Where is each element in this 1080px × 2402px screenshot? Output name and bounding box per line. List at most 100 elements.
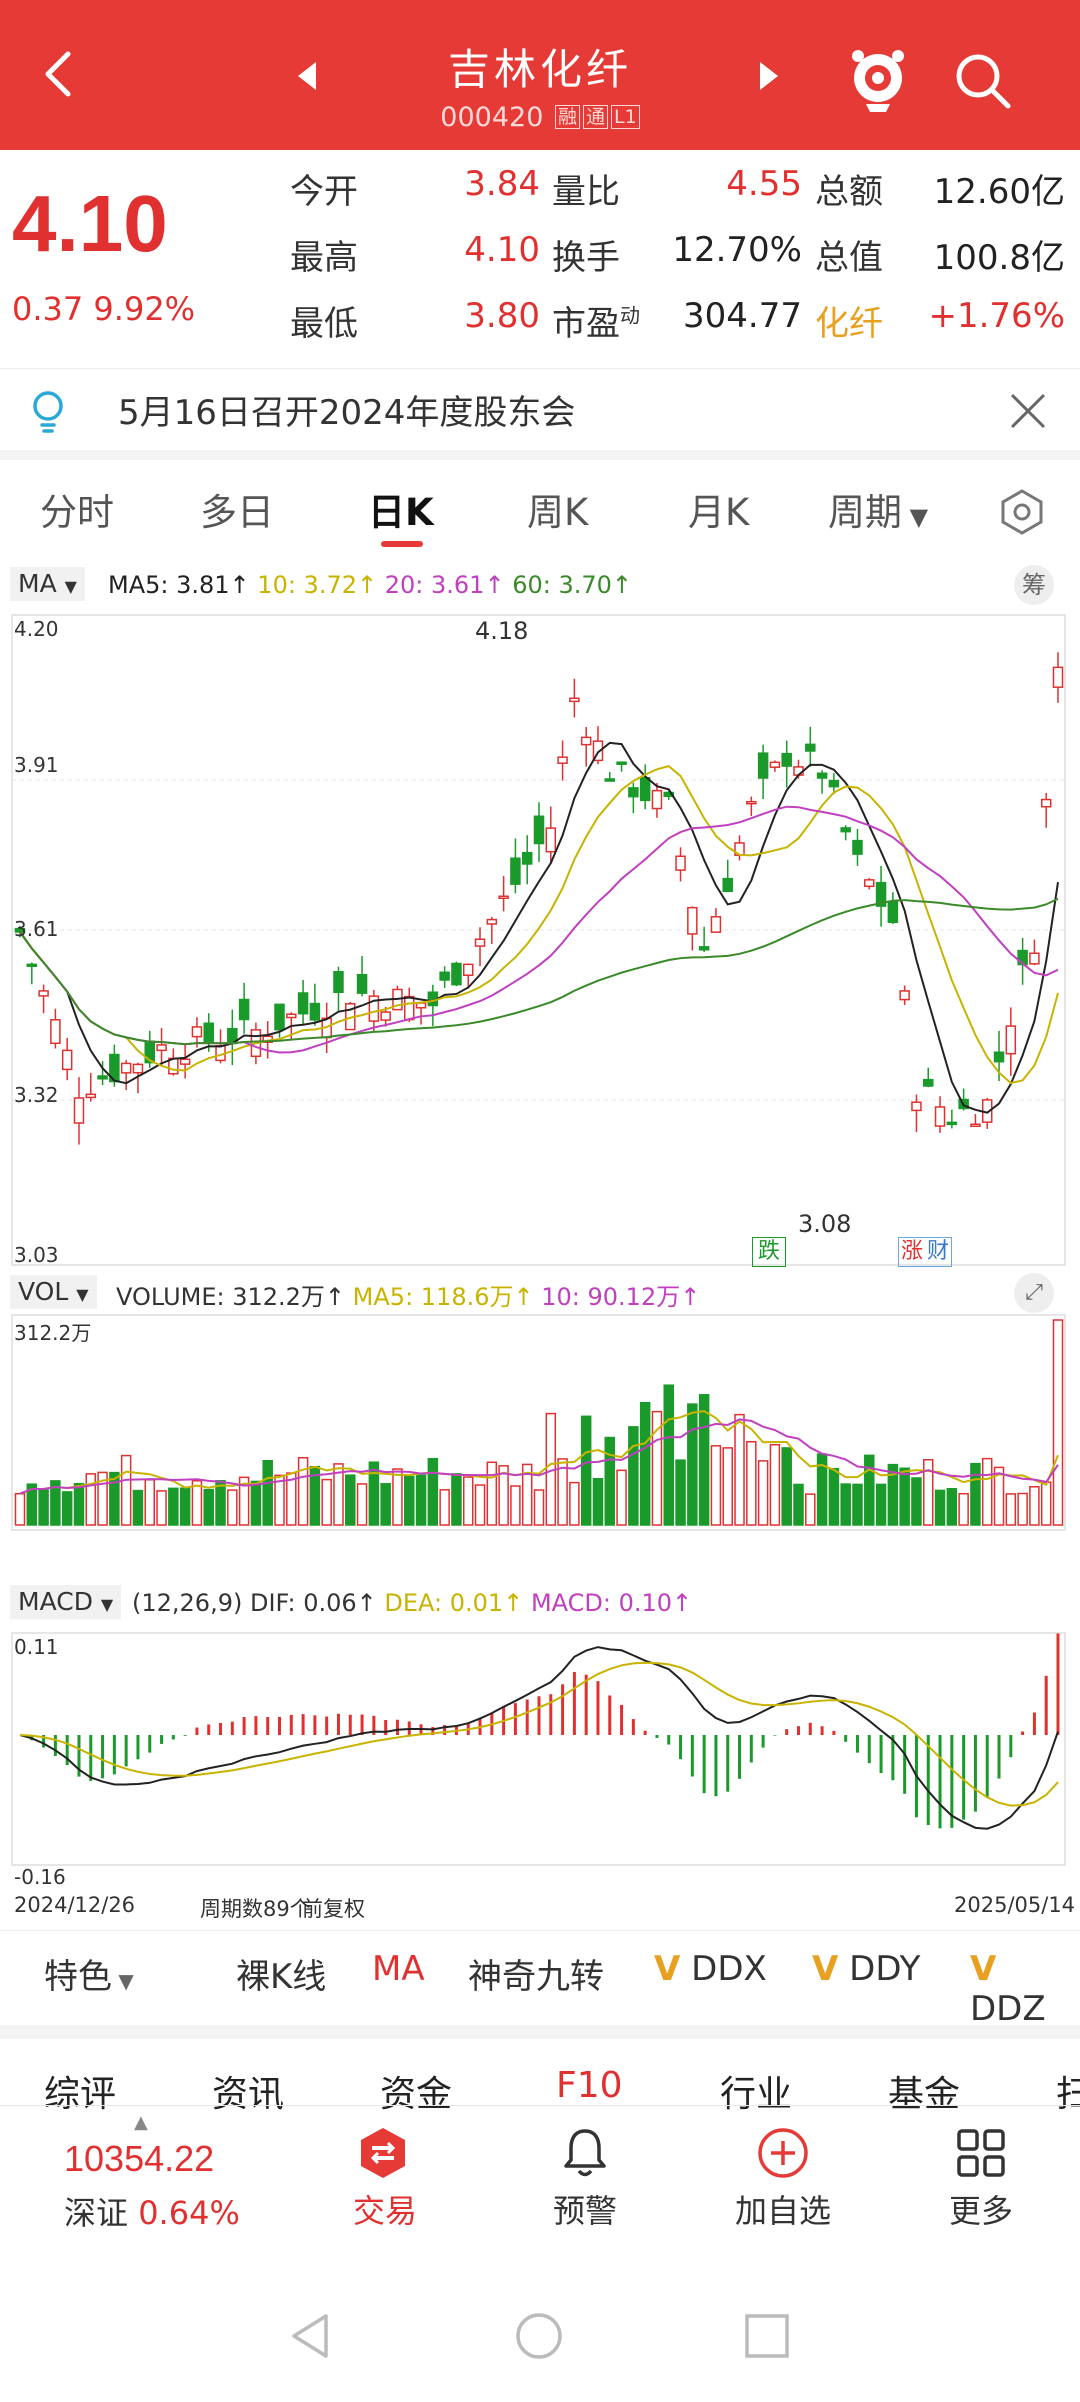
volume-bar [521, 1463, 533, 1526]
tab-weekly-k[interactable]: 周K [527, 491, 589, 534]
tab-f10[interactable]: F10 [556, 2065, 623, 2106]
ddx-toggle[interactable]: V DDX [654, 1949, 767, 1989]
ddz-toggle[interactable]: V DDZ [970, 1949, 1046, 2029]
index-change[interactable]: 深证 0.64% [64, 2194, 240, 2232]
tab-overview[interactable]: 综评 [44, 2074, 117, 2115]
candle-body [486, 918, 498, 925]
index-value[interactable]: 10354.22 [64, 2138, 215, 2179]
volume-legend: VOLUME: 312.2万↑ [116, 1283, 346, 1311]
grid-more-icon[interactable] [956, 2128, 1006, 2178]
ma20-legend: 20: 3.61↑ [384, 571, 505, 599]
ma-selector[interactable]: MA ▼ [10, 567, 85, 601]
ma10-legend: 10: 3.72↑ [257, 571, 378, 599]
change-amount: 0.37 [12, 290, 84, 328]
volume-bar [238, 1476, 250, 1526]
fall-badge[interactable]: 跌 [752, 1237, 786, 1267]
next-stock-icon[interactable] [760, 62, 778, 90]
volume-bar [1017, 1492, 1028, 1526]
candle-body [864, 879, 875, 888]
tab-multiday[interactable]: 多日 [200, 491, 274, 534]
adjust-mode[interactable]: 前复权 [302, 1897, 365, 1921]
naked-k-toggle[interactable]: 裸K线 [236, 1957, 327, 1997]
volume-bar [946, 1488, 958, 1526]
sector-change: +1.76% [928, 296, 1066, 336]
candle-body [1040, 798, 1052, 808]
candle-body [132, 1063, 144, 1074]
volume-bar [734, 1413, 745, 1526]
nav-more-label[interactable]: 更多 [948, 2192, 1013, 2230]
system-recents-icon[interactable] [742, 2311, 792, 2361]
candle-body [663, 791, 674, 798]
dif-legend: DIF: 0.06↑ [249, 1589, 377, 1617]
mascot-icon[interactable] [848, 46, 908, 114]
tab-news[interactable]: 资讯 [212, 2074, 285, 2115]
special-dropdown[interactable]: 特色 ▼ [44, 1957, 134, 1997]
candle-body [380, 1011, 391, 1021]
candle-body [474, 938, 486, 947]
volume-bar [227, 1489, 238, 1526]
nav-watchlist-label[interactable]: 加自选 [734, 2192, 831, 2230]
candle-body [639, 776, 651, 802]
candle-body [510, 857, 521, 885]
macd-value-legend: MACD: 0.10↑ [530, 1589, 693, 1617]
bottom-nav: ▲ 10354.22 深证 0.64% 交易 预警 加自选 更多 [0, 2105, 1080, 2255]
volume-bar [73, 1482, 85, 1526]
last-price: 4.10 [12, 179, 168, 268]
candle-body [757, 752, 769, 779]
candle-body [191, 1026, 203, 1038]
notice-bar[interactable]: 5月16日召开2024年度股东会 [0, 368, 1080, 448]
candle-body [970, 1123, 981, 1128]
volume-bar [462, 1476, 474, 1526]
tab-industry[interactable]: 行业 [720, 2074, 793, 2115]
system-home-icon[interactable] [514, 2311, 564, 2361]
lightbulb-icon [33, 391, 63, 433]
volume-bar [215, 1480, 226, 1526]
tab-fund[interactable]: 基金 [888, 2074, 961, 2115]
candle-body [498, 895, 509, 900]
nav-trade-label[interactable]: 交易 [352, 2192, 417, 2230]
tab-daily-k[interactable]: 日K [368, 491, 434, 534]
settings-hexagon-icon[interactable] [998, 488, 1046, 536]
macd-selector[interactable]: MACD ▼ [10, 1585, 122, 1619]
y-tick-bottom: 3.03 [14, 1243, 59, 1267]
close-icon[interactable] [1008, 391, 1048, 431]
volume-bar [604, 1436, 616, 1526]
bell-icon[interactable] [560, 2126, 610, 2180]
magic-nine-toggle[interactable]: 神奇九转 [468, 1957, 604, 1997]
add-circle-icon[interactable] [756, 2126, 810, 2180]
pe-label: 市盈动 [552, 303, 640, 344]
expand-up-icon[interactable]: ▲ [134, 2112, 148, 2133]
candle-body [816, 772, 828, 779]
ma-toggle[interactable]: MA [372, 1949, 425, 1989]
sector-label[interactable]: 化纤 [815, 304, 883, 344]
prev-stock-icon[interactable] [298, 62, 316, 90]
rise-badge[interactable]: 涨财 [898, 1237, 953, 1267]
stock-name: 吉林化纤 [447, 45, 632, 94]
tab-fund-flow[interactable]: 资金 [380, 2074, 453, 2115]
system-back-icon[interactable] [286, 2311, 336, 2361]
candle-body [533, 815, 545, 845]
volume-bar [38, 1488, 49, 1526]
trade-icon[interactable] [358, 2126, 408, 2180]
tab-monthly-k[interactable]: 月K [688, 491, 750, 534]
candle-body [297, 992, 309, 1015]
back-arrow-icon[interactable] [30, 44, 90, 104]
chip-distribution-button[interactable]: 筹 [1014, 565, 1054, 605]
volume-bar [687, 1403, 698, 1526]
volume-bar [179, 1487, 191, 1526]
search-icon[interactable] [952, 50, 1014, 112]
volume-bar [887, 1463, 899, 1526]
tab-intraday[interactable]: 分时 [40, 491, 114, 534]
candle-body [628, 787, 639, 798]
ddy-toggle[interactable]: V DDY [812, 1949, 921, 1989]
volume-bar [628, 1426, 639, 1526]
volume-bar [533, 1489, 545, 1526]
vol-selector[interactable]: VOL ▼ [10, 1275, 97, 1309]
tab-more-cut[interactable]: 扫 [1056, 2074, 1080, 2115]
volume-bar [981, 1457, 993, 1526]
nav-alert-label[interactable]: 预警 [552, 2192, 617, 2230]
tab-period[interactable]: 周期 ▼ [828, 491, 929, 534]
kline-chart-area[interactable]: MA ▼ MA5: 3.81↑ 10: 3.72↑ 20: 3.61↑ 60: … [0, 555, 1080, 1925]
dif-line [19, 1646, 1059, 1830]
expand-icon[interactable]: ⤢ [1014, 1273, 1054, 1313]
